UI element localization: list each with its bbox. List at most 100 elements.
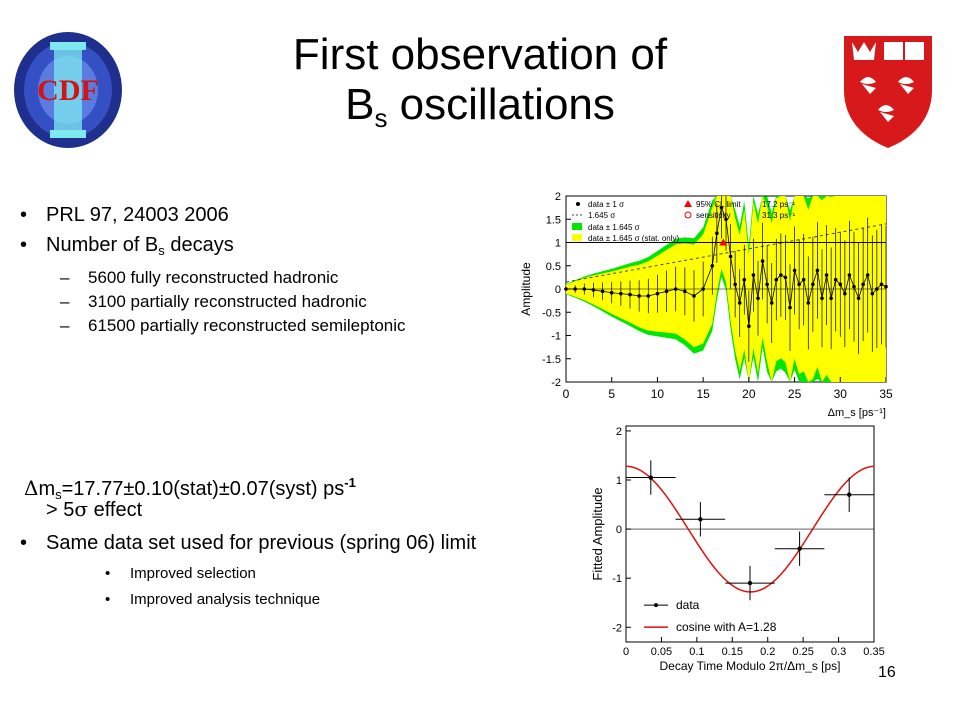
x-tick-label: 0.15 xyxy=(722,646,743,658)
title-line-2: Bs oscillations xyxy=(345,80,615,133)
data-point xyxy=(715,231,719,235)
data-point xyxy=(698,517,703,522)
legend-sensitivity: sensitivity xyxy=(696,211,731,220)
data-point xyxy=(719,205,724,210)
x-axis-label: Δm_s [ps⁻¹] xyxy=(828,407,886,419)
bottom-bullet-list: Same data set used for previous (spring … xyxy=(0,530,540,610)
legend-limit-value: 17.2 ps⁻¹ xyxy=(762,200,795,209)
x-tick-label: 0 xyxy=(623,646,629,658)
x-tick-label: 35 xyxy=(879,387,893,401)
data-point xyxy=(833,277,838,282)
data-point xyxy=(861,282,865,287)
legend-band: data ± 1.645 σ xyxy=(588,223,640,232)
data-point xyxy=(765,282,769,287)
x-tick-label: 10 xyxy=(651,387,665,401)
data-point xyxy=(664,289,669,294)
data-point xyxy=(792,268,797,273)
data-point xyxy=(856,296,861,301)
data-point xyxy=(815,268,820,273)
data-point xyxy=(619,291,623,296)
legend-marker-green xyxy=(572,223,582,230)
data-point xyxy=(628,292,632,297)
y-tick-label: 1 xyxy=(616,475,622,487)
x-tick-label: 0.1 xyxy=(689,646,704,658)
data-point xyxy=(875,287,879,291)
y-axis-label: Amplitude xyxy=(519,262,533,316)
data-point xyxy=(865,273,870,277)
y-tick-label: 0 xyxy=(555,284,561,296)
effect-text: > 5σ effect xyxy=(46,497,143,521)
data-point xyxy=(838,282,843,287)
y-tick-label: -0.5 xyxy=(542,307,561,319)
mcgill-crest-logo xyxy=(838,28,938,152)
data-point xyxy=(824,273,829,277)
data-point xyxy=(847,273,852,277)
legend-marker-data xyxy=(576,202,580,206)
cdf-logo: CDF xyxy=(10,28,126,152)
y-tick-label: -2 xyxy=(551,377,561,389)
legend-band-stat: data ± 1.645 σ (stat. only) xyxy=(588,234,679,243)
y-tick-label: -1 xyxy=(551,331,561,343)
data-point xyxy=(884,284,888,289)
data-point xyxy=(742,277,747,282)
data-point xyxy=(600,289,605,294)
y-tick-label: 0.5 xyxy=(546,261,561,273)
data-point xyxy=(724,217,728,222)
amplitude-scan-chart: 0 5 10 15 20 25 30 35 2 1.5 1 0.5 0 -0.5 -1 -1.5 -2 Ampli… xyxy=(519,191,893,419)
data-point xyxy=(646,294,651,298)
data-point xyxy=(573,287,577,291)
data-point xyxy=(783,275,788,280)
x-tick-label: 20 xyxy=(742,387,756,401)
x-tick-label: 5 xyxy=(608,387,615,401)
data-point xyxy=(683,289,687,294)
x-tick-label: 0.35 xyxy=(863,646,884,658)
data-point xyxy=(692,294,696,298)
data-point xyxy=(852,284,856,289)
top-bullet-list: PRL 97, 24003 2006 Number of Bs decays 5… xyxy=(0,202,500,336)
y-tick-label: -1 xyxy=(612,573,622,585)
data-point xyxy=(769,301,774,305)
sub-bullet-partial-hadronic: 3100 partially reconstructed hadronic xyxy=(0,292,500,312)
y-tick-label: 0 xyxy=(616,524,622,536)
data-point xyxy=(806,301,811,305)
data-point xyxy=(820,296,824,301)
data-point xyxy=(801,277,806,282)
data-point xyxy=(760,259,765,263)
y-tick-label: 1 xyxy=(555,238,561,250)
legend-marker-limit xyxy=(684,200,692,207)
limit-marker xyxy=(719,238,728,246)
data-point xyxy=(797,546,802,551)
data-point xyxy=(733,282,737,287)
bullet-prl: PRL 97, 24003 2006 xyxy=(0,202,500,228)
legend-data: data ± 1 σ xyxy=(588,200,624,209)
dm-result: Δms=17.77±0.10(stat)±0.07(syst) ps-1 xyxy=(24,475,356,502)
y-tick-label: -1.5 xyxy=(542,354,561,366)
legend-marker-sensitivity xyxy=(684,211,692,219)
slide-title: First observation of Bs oscillations xyxy=(200,30,760,143)
x-tick-label: 15 xyxy=(696,387,710,401)
x-tick-label: 25 xyxy=(788,387,802,401)
data-point xyxy=(591,288,596,292)
y-tick-label: 2 xyxy=(616,426,622,438)
sub-bullet-improved-selection: Improved selection xyxy=(0,564,540,584)
data-point xyxy=(728,254,733,259)
legend-marker-data xyxy=(654,603,658,608)
x-tick-label: 0.25 xyxy=(792,646,813,658)
data-point xyxy=(747,580,753,586)
title-line-1: First observation of xyxy=(292,30,668,79)
x-tick-label: 0 xyxy=(563,387,570,401)
data-point xyxy=(788,305,792,310)
legend-limit: 95% CL limit xyxy=(696,200,741,209)
sensitivity-line xyxy=(565,223,887,283)
data-point xyxy=(797,282,801,287)
data-point xyxy=(637,294,641,298)
plot-area xyxy=(625,425,875,643)
page-number: 16 xyxy=(878,664,896,681)
data-point xyxy=(879,282,884,287)
y-axis-label: Fitted Amplitude xyxy=(590,487,605,580)
data-point xyxy=(737,301,742,305)
data-point xyxy=(710,263,715,268)
data-point xyxy=(847,492,852,497)
fitted-amplitude-chart: 0 0.05 0.1 0.15 0.2 0.25 0.3 0.35 2 1 0 -1 -2 Fitted … xyxy=(590,425,885,673)
legend-data: data xyxy=(676,598,700,612)
